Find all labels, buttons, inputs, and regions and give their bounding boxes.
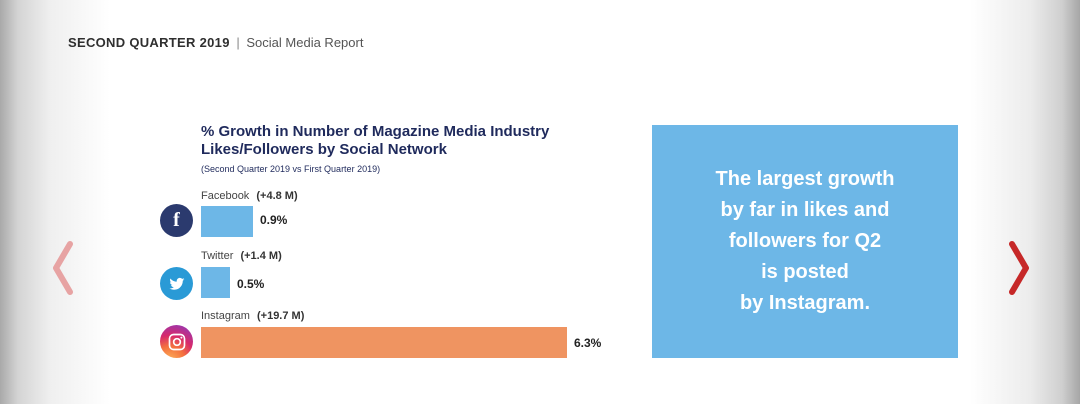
callout-line: by far in likes and	[720, 199, 890, 221]
category-name: Twitter	[201, 250, 234, 262]
chevron-right-icon[interactable]	[1004, 240, 1034, 296]
chevron-left-icon[interactable]	[48, 240, 78, 296]
report-quarter: SECOND QUARTER 2019	[68, 35, 230, 50]
bar-value-facebook: 0.9%	[260, 213, 288, 227]
category-name: Instagram	[201, 310, 250, 322]
report-header: SECOND QUARTER 2019 | Social Media Repor…	[68, 35, 363, 50]
category-delta: (+1.4 M)	[240, 250, 282, 262]
callout-line: The largest growth	[715, 168, 895, 190]
header-separator: |	[236, 35, 240, 50]
category-delta: (+19.7 M)	[256, 310, 305, 322]
callout-box: The largest growth by far in likes and f…	[652, 125, 958, 358]
callout-line: is posted	[761, 261, 849, 283]
bar-value-instagram: 6.3%	[574, 336, 602, 350]
bar-facebook	[201, 206, 253, 237]
category-name: Facebook	[201, 190, 250, 202]
facebook-icon: f	[160, 204, 193, 237]
twitter-icon	[160, 267, 193, 300]
instagram-icon	[160, 325, 193, 358]
series-label-facebook: Facebook (+4.8 M)	[201, 190, 298, 202]
chart-title: % Growth in Number of Magazine Media Ind…	[201, 123, 550, 158]
series-label-twitter: Twitter (+1.4 M)	[201, 250, 282, 262]
chart-subtitle: (Second Quarter 2019 vs First Quarter 20…	[201, 164, 381, 174]
series-label-instagram: Instagram (+19.7 M)	[201, 310, 304, 322]
callout-line: followers for Q2	[728, 230, 882, 252]
bar-value-twitter: 0.5%	[237, 277, 265, 291]
callout-text: The largest growth by far in likes and f…	[716, 164, 895, 319]
bar-twitter	[201, 267, 230, 298]
bar-instagram	[201, 327, 567, 358]
category-delta: (+4.8 M)	[256, 190, 298, 202]
callout-line: by Instagram.	[739, 292, 871, 314]
report-subtitle: Social Media Report	[246, 35, 364, 50]
